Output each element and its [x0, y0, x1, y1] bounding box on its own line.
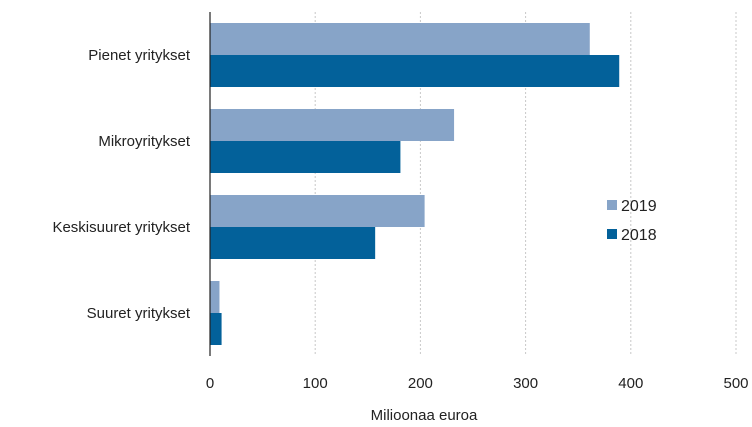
bar-2018-suuret-yritykset	[210, 313, 222, 345]
x-axis-title: Milioonaa euroa	[371, 407, 478, 424]
legend-label-2018: 2018	[621, 227, 657, 244]
x-tick-label: 100	[303, 375, 328, 392]
category-labels: Pienet yritykset Mikroyritykset Keskisuure…	[52, 47, 190, 322]
bar-2019-mikroyritykset	[210, 109, 455, 141]
x-tick-labels: 0 100 200 300 400 500	[206, 375, 749, 392]
category-label: Pienet yritykset	[88, 47, 191, 64]
bar-2018-keskisuuret-yritykset	[210, 227, 376, 259]
bar-2019-keskisuuret-yritykset	[210, 195, 425, 227]
bar-2018-mikroyritykset	[210, 141, 401, 173]
bar-2019-pienet-yritykset	[210, 23, 590, 55]
bar-2018-pienet-yritykset	[210, 55, 620, 87]
x-tick-label: 400	[618, 375, 643, 392]
legend-swatch-2019	[607, 200, 617, 210]
bars-group	[210, 23, 620, 345]
x-tick-label: 0	[206, 375, 214, 392]
legend: 2019 2018	[607, 198, 657, 244]
x-tick-label: 500	[723, 375, 748, 392]
legend-label-2019: 2019	[621, 198, 657, 215]
category-label: Keskisuuret yritykset	[52, 219, 190, 236]
x-tick-label: 200	[408, 375, 433, 392]
category-label: Mikroyritykset	[98, 133, 191, 150]
legend-swatch-2018	[607, 229, 617, 239]
category-label: Suuret yritykset	[87, 305, 191, 322]
x-tick-label: 300	[513, 375, 538, 392]
bar-2019-suuret-yritykset	[210, 281, 220, 313]
